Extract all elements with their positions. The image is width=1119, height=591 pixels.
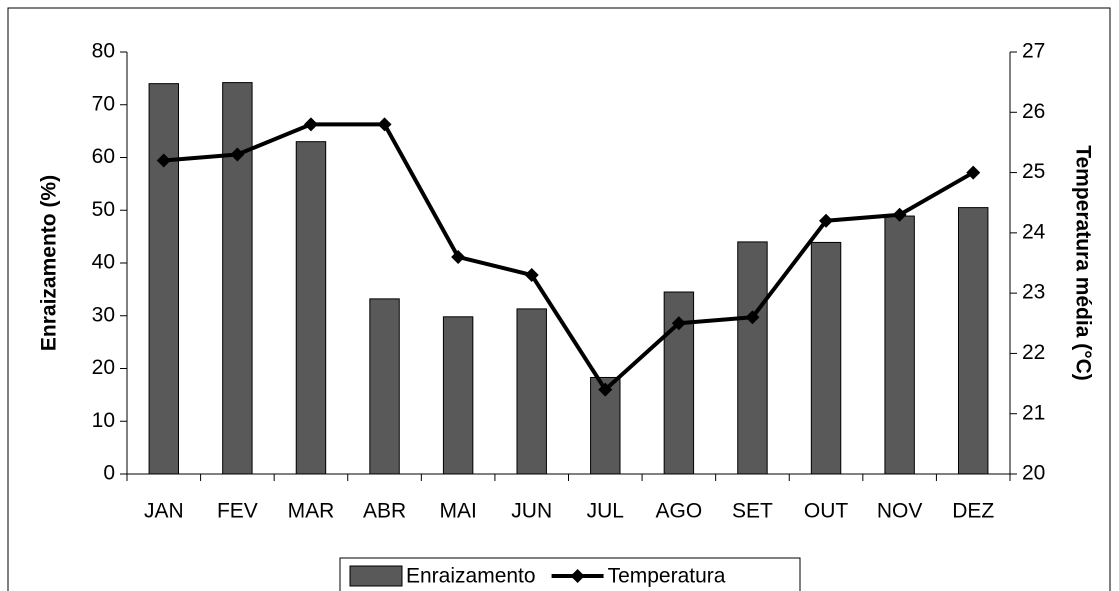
marker <box>892 207 907 222</box>
y2-tick-label: 20 <box>1022 462 1045 485</box>
chart-frame <box>7 7 1111 591</box>
marker <box>377 117 392 132</box>
y-tick-label: 80 <box>92 40 115 63</box>
y-tick-label: 10 <box>92 409 115 432</box>
x-tick-label: MAR <box>288 500 335 523</box>
y2-tick-label: 23 <box>1022 281 1045 304</box>
y-tick-label: 60 <box>92 145 115 168</box>
y2-tick-label: 26 <box>1022 100 1045 123</box>
bar <box>148 83 180 475</box>
y-tick-label: 20 <box>92 356 115 379</box>
x-tick-label: SET <box>732 500 773 523</box>
marker <box>230 147 245 162</box>
y-tick-label: 40 <box>92 251 115 274</box>
marker <box>745 310 760 325</box>
marker <box>598 382 613 397</box>
legend-label: Enraizamento <box>406 565 536 588</box>
y2-tick-label: 24 <box>1022 220 1046 243</box>
legend-box <box>339 557 801 591</box>
marker <box>966 165 981 180</box>
legend-label: Temperatura <box>608 565 726 588</box>
legend-swatch <box>349 565 403 587</box>
y-tick-label: 50 <box>92 198 115 221</box>
x-tick-label: AGO <box>656 500 703 523</box>
x-tick-label: JUL <box>587 500 624 523</box>
y-tick-label: 0 <box>103 462 115 485</box>
bar <box>295 141 327 475</box>
x-tick-label: FEV <box>217 500 258 523</box>
bar <box>369 298 400 475</box>
bar <box>516 308 547 475</box>
marker <box>156 153 171 168</box>
x-tick-label: MAI <box>439 500 476 523</box>
bar <box>737 241 768 475</box>
y2-tick-label: 21 <box>1022 401 1045 424</box>
marker <box>819 213 834 228</box>
bar <box>810 241 842 475</box>
bar <box>222 82 253 475</box>
y2-axis-title: Temperatura média (°C) <box>1071 145 1094 381</box>
x-tick-label: DEZ <box>952 500 994 523</box>
bar <box>442 316 474 475</box>
x-tick-label: JUN <box>511 500 552 523</box>
marker <box>671 316 686 331</box>
y2-tick-label: 27 <box>1022 40 1045 63</box>
y2-tick-label: 25 <box>1022 160 1045 183</box>
y-tick-label: 70 <box>92 92 115 115</box>
marker <box>451 249 466 264</box>
line <box>163 122 975 392</box>
legend-marker <box>570 569 585 583</box>
y-tick-label: 30 <box>92 303 115 326</box>
bar <box>957 207 989 475</box>
x-tick-label: ABR <box>363 500 406 523</box>
y2-tick-label: 22 <box>1022 341 1045 364</box>
x-tick-label: NOV <box>877 500 923 523</box>
bar <box>884 215 915 475</box>
y-axis-title: Enraizamento (%) <box>38 175 61 351</box>
marker <box>524 268 539 283</box>
marker <box>303 117 318 132</box>
x-tick-label: JAN <box>144 500 184 523</box>
x-tick-label: OUT <box>804 500 849 523</box>
